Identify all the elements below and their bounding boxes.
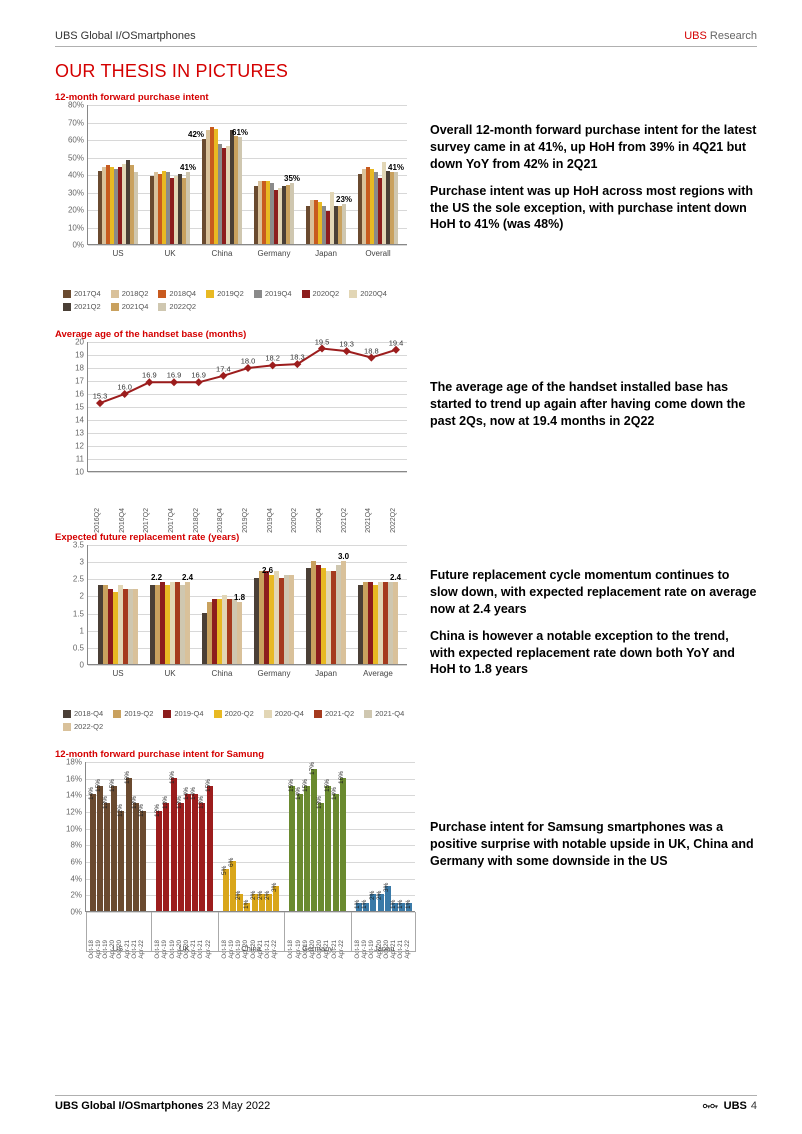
chart3-text2: China is however a notable exception to …: [430, 628, 757, 679]
footer-brand: UBS: [724, 1100, 747, 1112]
chart1-legend: 2017Q42018Q22018Q42019Q22019Q42020Q22020…: [55, 289, 405, 311]
page-header: UBS Global I/OSmartphones UBS Research: [55, 30, 757, 47]
chart4-text1: Purchase intent for Samsung smartphones …: [430, 819, 757, 870]
chart2-plot: 101112131415161718192015.32016Q216.02016…: [55, 342, 405, 514]
chart3-commentary: Future replacement cycle momentum contin…: [405, 532, 757, 688]
chart4-plot: 0%2%4%6%8%10%12%14%16%18%14%Oct-1815%Apr…: [55, 762, 405, 962]
chart2-text1: The average age of the handset installed…: [430, 379, 757, 430]
chart3-title: Expected future replacement rate (years): [55, 532, 405, 543]
header-brand: UBS: [684, 30, 707, 42]
chart3-plot: 00.511.522.533.5USUKChinaGermanyJapanAve…: [55, 545, 405, 691]
row-chart-2: Average age of the handset base (months)…: [55, 329, 757, 514]
header-right: UBS Research: [684, 30, 757, 42]
chart3-text1: Future replacement cycle momentum contin…: [430, 567, 757, 618]
section-title: OUR THESIS IN PICTURES: [55, 61, 757, 82]
footer-left: UBS Global I/OSmartphones 23 May 2022: [55, 1100, 270, 1112]
chart4-title: 12-month forward purchase intent for Sam…: [55, 749, 405, 760]
header-suffix: Research: [707, 30, 757, 42]
chart2-title: Average age of the handset base (months): [55, 329, 405, 340]
footer-title: UBS Global I/OSmartphones: [55, 1100, 204, 1112]
chart2-commentary: The average age of the handset installed…: [405, 329, 757, 440]
footer-date: 23 May 2022: [204, 1100, 271, 1112]
chart3-legend: 2018-Q42019-Q22019-Q42020-Q22020-Q42021-…: [55, 709, 405, 731]
chart1-text1: Overall 12-month forward purchase intent…: [430, 122, 757, 173]
row-chart-4: 12-month forward purchase intent for Sam…: [55, 749, 757, 962]
row-chart-3: Expected future replacement rate (years)…: [55, 532, 757, 731]
chart1-commentary: Overall 12-month forward purchase intent…: [405, 92, 757, 243]
chart1-title: 12-month forward purchase intent: [55, 92, 405, 103]
header-left: UBS Global I/OSmartphones: [55, 30, 196, 42]
footer-right: UBS 4: [702, 1100, 757, 1112]
chart1-text2: Purchase intent was up HoH across most r…: [430, 183, 757, 234]
row-chart-1: 12-month forward purchase intent 0%10%20…: [55, 92, 757, 311]
page-footer: UBS Global I/OSmartphones 23 May 2022 UB…: [55, 1095, 757, 1112]
page-number: 4: [751, 1100, 757, 1112]
chart4-commentary: Purchase intent for Samsung smartphones …: [405, 749, 757, 880]
ubs-keys-icon: [702, 1100, 720, 1112]
chart1-plot: 0%10%20%30%40%50%60%70%80%USUKChinaGerma…: [55, 105, 405, 271]
